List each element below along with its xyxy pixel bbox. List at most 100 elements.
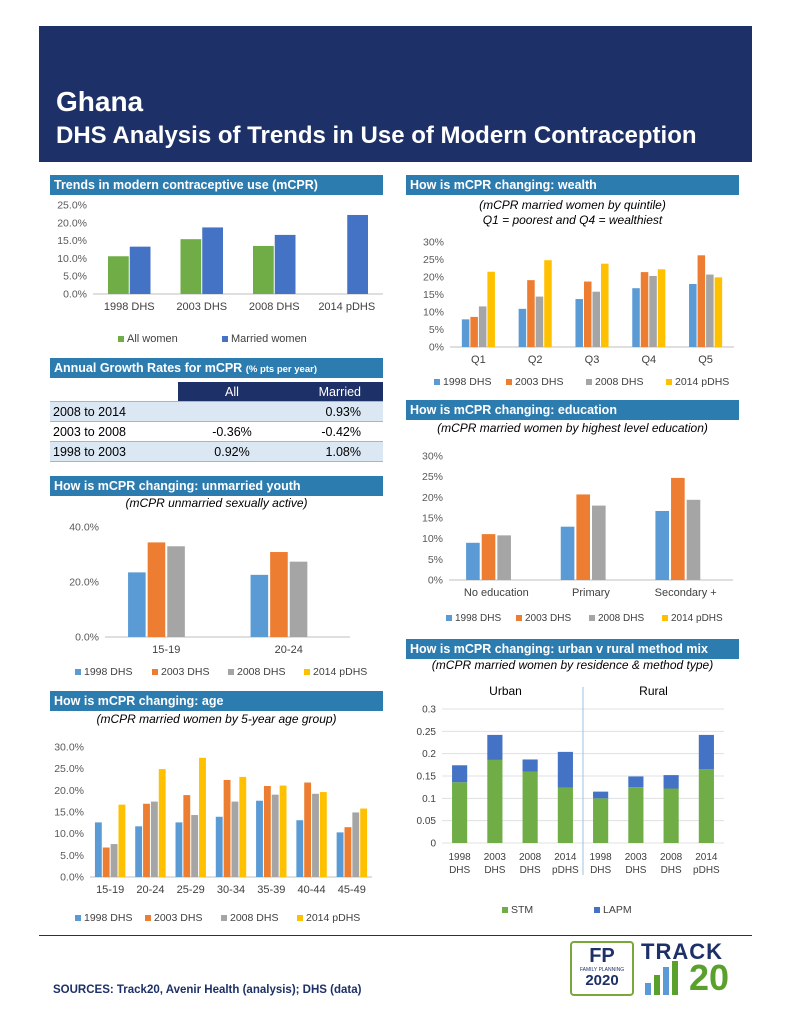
page-title: Ghana <box>56 86 144 117</box>
bar-1998-dhs <box>94 822 102 877</box>
x-tick-label: No education <box>464 587 529 599</box>
bar-2003-dhs <box>147 542 166 637</box>
legend-swatch <box>589 615 595 621</box>
bar-2008-dhs <box>649 275 657 347</box>
bar-2003-dhs <box>576 494 590 580</box>
bar-all-women <box>253 245 274 294</box>
x-tick-label: Q2 <box>528 354 543 366</box>
bar-1998-dhs <box>336 832 344 877</box>
bar-stm <box>698 769 714 843</box>
y-tick-label: 0.0% <box>63 289 87 301</box>
bar-2014-pdhs <box>118 804 126 877</box>
y-tick-label: 5% <box>429 324 444 336</box>
header-banner: Ghana DHS Analysis of Trends in Use of M… <box>39 26 752 162</box>
x-tick-label: 15-19 <box>152 644 180 656</box>
legend-label: 2014 pDHS <box>675 376 729 388</box>
y-tick-label: 0.25 <box>417 727 437 738</box>
bar-1998-dhs <box>689 284 697 347</box>
x-tick-label: 2003 DHS <box>176 301 227 313</box>
x-tick-label-survey: DHS <box>449 865 470 876</box>
growth-period: 2008 to 2014 <box>50 401 178 422</box>
page-subtitle: DHS Analysis of Trends in Use of Modern … <box>56 122 697 149</box>
y-tick-label: 10% <box>422 533 443 545</box>
legend-label: LAPM <box>603 904 632 916</box>
bar-2008-dhs <box>312 793 319 877</box>
x-tick-label-year: 2014 <box>695 852 718 863</box>
bar-2003-dhs <box>143 803 150 877</box>
wealth-section-header: How is mCPR changing: wealth <box>406 175 739 195</box>
y-tick-label: 30% <box>423 237 444 249</box>
legend-label: Married women <box>231 333 307 345</box>
bar-2008-dhs <box>478 306 487 347</box>
y-tick-label: 15.0% <box>57 235 87 247</box>
bar-2014-pdhs <box>601 263 609 347</box>
bar-stm <box>452 782 468 843</box>
bar-2003-dhs <box>263 786 271 877</box>
urban-section-header: How is mCPR changing: urban v rural meth… <box>406 639 739 659</box>
legend-label: All women <box>127 333 178 345</box>
legend-label: 2008 DHS <box>595 376 643 388</box>
bar-stm <box>663 788 679 843</box>
legend-swatch <box>297 915 303 921</box>
bar-lapm <box>522 759 538 772</box>
legend-swatch <box>586 379 592 385</box>
bar-all-women <box>180 239 202 294</box>
y-tick-label: 20.0% <box>57 217 87 229</box>
bar-lapm <box>452 765 468 783</box>
bar-2008-dhs <box>497 535 511 580</box>
bar-1998-dhs <box>135 826 143 877</box>
bar-2003-dhs <box>481 534 496 580</box>
legend-swatch <box>446 615 452 621</box>
legend-label: 1998 DHS <box>443 376 491 388</box>
legend-label: 1998 DHS <box>455 613 501 624</box>
y-tick-label: 0.15 <box>417 772 437 783</box>
y-tick-label: 20% <box>423 272 444 284</box>
y-tick-label: 30.0% <box>54 742 84 754</box>
y-tick-label: 0 <box>430 839 436 850</box>
legend-label: 2014 pDHS <box>671 613 723 624</box>
urban-chart: 0 0.05 0.1 0.15 0.2 0.25 0.3 1998 DHS 2003 DHS 2008… <box>417 684 724 916</box>
x-tick-label-survey: DHS <box>625 865 646 876</box>
bar-2008-dhs <box>231 801 239 877</box>
edu-section-header: How is mCPR changing: education <box>406 400 739 420</box>
bar-1998-dhs <box>256 800 263 877</box>
legend-swatch <box>222 336 228 342</box>
growth-header-blank <box>50 382 178 402</box>
y-tick-label: 0% <box>428 575 443 587</box>
bar-2003-dhs <box>640 272 649 347</box>
track20-logo: TRACK 20 <box>641 939 745 998</box>
bar-stm <box>593 798 609 843</box>
bar-2008-dhs <box>535 296 544 347</box>
track-logo-text: TRACK <box>641 939 723 964</box>
x-tick-label: 1998 DHS <box>104 301 155 313</box>
legend-swatch <box>228 669 234 675</box>
y-tick-label: 25.0% <box>57 200 87 212</box>
table-row: 2003 to 2008 -0.36% -0.42% <box>50 421 383 442</box>
bar-2008-dhs <box>150 801 158 877</box>
y-tick-label: 20.0% <box>54 785 84 797</box>
bar-1998-dhs <box>560 526 575 580</box>
bar-2003-dhs <box>304 782 312 877</box>
urban-subtitle: (mCPR married women by residence & metho… <box>431 658 714 672</box>
growth-section-header: Annual Growth Rates for mCPR (% pts per … <box>50 358 383 378</box>
y-tick-label: 5.0% <box>60 850 84 862</box>
bar-all-women <box>108 256 129 294</box>
growth-period: 1998 to 2003 <box>50 441 178 462</box>
bar-2003-dhs <box>183 795 191 877</box>
legend-swatch <box>118 336 124 342</box>
x-tick-label: Q4 <box>641 354 656 366</box>
bar-2003-dhs <box>223 779 231 877</box>
x-tick-label-year: 2008 <box>519 852 542 863</box>
x-tick-label: Secondary + <box>655 587 717 599</box>
x-tick-label-survey: pDHS <box>552 865 579 876</box>
bar-1998-dhs <box>215 816 223 877</box>
legend-label: 2008 DHS <box>598 613 644 624</box>
bar-2014-pdhs <box>199 757 206 877</box>
bar-2003-dhs <box>583 281 592 347</box>
bar-1998-dhs <box>175 822 183 877</box>
legend-label: 2008 DHS <box>230 912 278 924</box>
growth-title: Annual Growth Rates for mCPR <box>54 361 243 375</box>
bar-lapm <box>487 734 503 760</box>
growth-units: (% pts per year) <box>245 364 317 375</box>
x-tick-label: 20-24 <box>275 644 303 656</box>
